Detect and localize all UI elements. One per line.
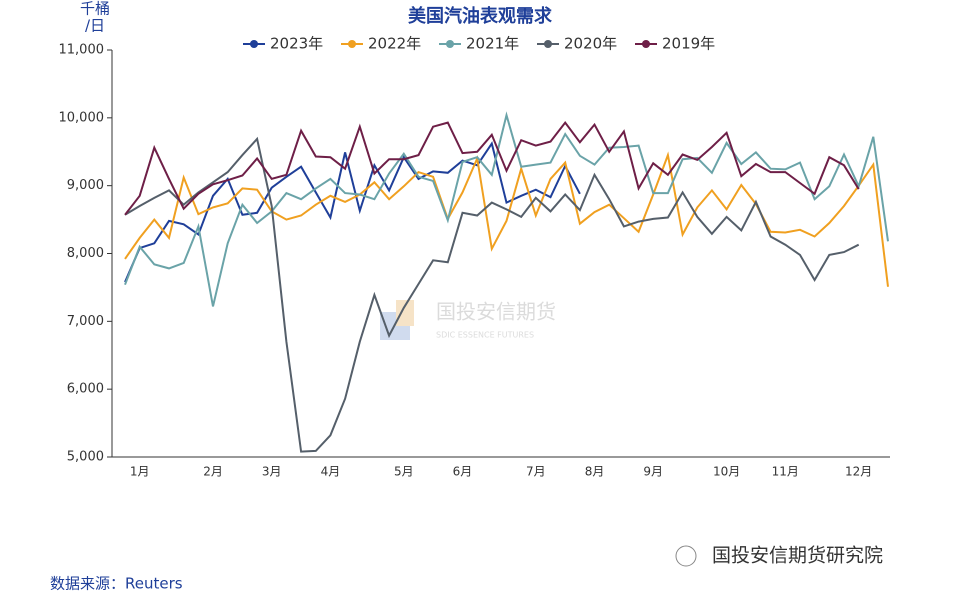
y-tick-label: 10,000 [59,110,105,125]
source: 数据来源：Reuters [50,575,183,593]
x-tick-label: 9月 [643,465,663,479]
y-tick-label: 6,000 [67,382,104,397]
legend-swatch [446,40,454,48]
legend-label: 2023年 [270,35,323,53]
x-tick-label: 12月 [845,465,872,479]
x-tick-label: 5月 [394,465,414,479]
y-label: /日 [85,17,105,35]
x-tick-label: 3月 [262,465,282,479]
series-line [124,151,889,287]
y-tick-label: 5,000 [67,450,104,465]
legend-swatch [250,40,258,48]
y-tick-label: 9,000 [67,178,104,193]
brand: 国投安信期货研究院 [712,545,883,567]
watermark: 国投安信期货 SDIC ESSENCE FUTURES [380,300,556,340]
x-tick-label: 4月 [321,465,341,479]
legend-swatch [544,40,552,48]
watermark-logo [396,300,414,326]
x-tick-label: 8月 [585,465,605,479]
chart-title: 美国汽油表观需求 [408,5,553,27]
series-line [124,120,860,216]
x-tick-label: 1月 [130,465,150,479]
legend-label: 2022年 [368,35,421,53]
x-tick-label: 11月 [772,465,799,479]
y-tick-label: 7,000 [67,314,104,329]
series-line [124,111,889,307]
x-tick-label: 6月 [453,465,473,479]
x-tick-label: 2月 [203,465,223,479]
legend-swatch [348,40,356,48]
legend-label: 2019年 [662,35,715,53]
y-tick-label: 8,000 [67,246,104,261]
watermark-text: 国投安信期货 [436,300,556,324]
legend-label: 2021年 [466,35,519,53]
x-tick-label: 10月 [713,465,740,479]
x-tick-label: 7月 [526,465,546,479]
y-tick-label: 11,000 [59,43,105,58]
legend-swatch [642,40,650,48]
series-line [124,136,860,453]
watermark-text: SDIC ESSENCE FUTURES [436,331,534,340]
y-label: 千桶 [80,0,110,18]
brand-icon [675,545,697,567]
series-line [124,141,581,283]
legend-label: 2020年 [564,35,617,53]
